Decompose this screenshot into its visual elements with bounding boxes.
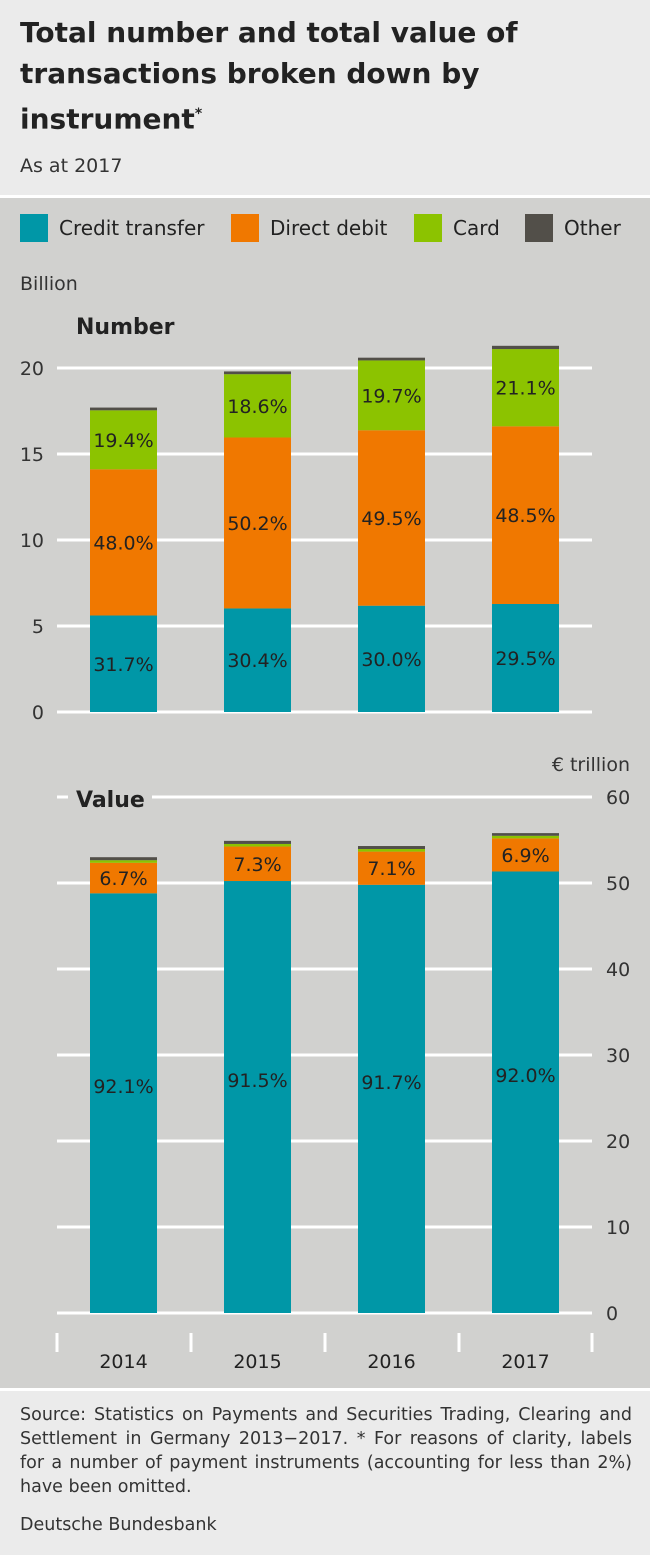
bar-card-2014 <box>90 410 157 470</box>
y-tick-label: 50 <box>606 873 630 895</box>
y-tick-label: 10 <box>606 1217 630 1239</box>
chart-title: Total number and total value of transact… <box>20 12 620 139</box>
legend-item-direct-debit: Direct debit <box>231 214 387 242</box>
data-label: 6.9% <box>501 845 549 867</box>
title-backdrop <box>68 785 152 811</box>
legend-label: Other <box>564 216 621 240</box>
data-label: 91.7% <box>361 1072 421 1094</box>
bar-card-2015 <box>224 374 291 438</box>
stacked-bar-charts: 0 5 10 15 20 Billion Number 31.7% 48.0% 19.4% 30.4… <box>20 273 630 1373</box>
bar-credit-transfer-2016 <box>358 605 425 712</box>
bar-credit-transfer-2017 <box>492 603 559 712</box>
y-tick-label: 60 <box>606 787 630 809</box>
bar-card-2016 <box>358 360 425 431</box>
title-footnote-mark: * <box>194 106 203 122</box>
y-tick-label: 5 <box>32 616 44 638</box>
bar-other-2015 <box>224 371 291 375</box>
bar-direct-debit-2017 <box>492 838 559 872</box>
legend-swatch <box>20 214 48 242</box>
bar-card-2014 <box>90 860 157 863</box>
title-text: Total number and total value of transact… <box>20 16 518 136</box>
bar-direct-debit-2014 <box>90 862 157 894</box>
data-label: 29.5% <box>495 648 555 670</box>
y-tick-label: 10 <box>20 530 44 552</box>
bar-direct-debit-2015 <box>224 437 291 609</box>
y-tick-label: 30 <box>606 1045 630 1067</box>
bar-card-2017 <box>492 835 559 839</box>
bar-direct-debit-2016 <box>358 851 425 885</box>
bar-card-2016 <box>358 849 425 852</box>
y-tick-label: 0 <box>32 702 44 724</box>
data-label: 18.6% <box>227 396 287 418</box>
legend-swatch <box>231 214 259 242</box>
bar-other-2016 <box>358 357 425 361</box>
data-label: 91.5% <box>227 1070 287 1092</box>
data-label: 92.1% <box>93 1076 153 1098</box>
x-tick-label: 2014 <box>99 1351 147 1373</box>
y-axis-unit: Billion <box>20 273 78 295</box>
chart-subtitle: As at 2017 <box>20 155 123 177</box>
bar-other-2014 <box>90 857 157 861</box>
legend-label: Card <box>453 216 500 240</box>
legend-item-card: Card <box>414 214 500 242</box>
legend-item-credit-transfer: Credit transfer <box>20 214 205 242</box>
bar-direct-debit-2014 <box>90 469 157 616</box>
bar-other-2015 <box>224 840 291 844</box>
legend-item-other: Other <box>525 214 621 242</box>
source-note: Source: Statistics on Payments and Secur… <box>20 1405 632 1497</box>
publisher: Deutsche Bundesbank <box>20 1515 217 1535</box>
data-label: 30.4% <box>227 650 287 672</box>
x-tick-label: 2017 <box>501 1351 549 1373</box>
data-label: 48.0% <box>93 532 153 554</box>
data-label: 92.0% <box>495 1065 555 1087</box>
x-tick-label: 2016 <box>367 1351 415 1373</box>
y-tick-label: 40 <box>606 959 630 981</box>
y-tick-label: 20 <box>606 1131 630 1153</box>
y-axis-unit: € trillion <box>552 754 630 776</box>
data-label: 21.1% <box>495 378 555 400</box>
bar-direct-debit-2015 <box>224 846 291 882</box>
y-tick-label: 15 <box>20 444 44 466</box>
bar-credit-transfer-2014 <box>90 893 157 1313</box>
bar-other-2014 <box>90 407 157 411</box>
legend-label: Direct debit <box>270 216 388 240</box>
legend-label: Credit transfer <box>59 216 205 240</box>
data-label: 19.7% <box>361 385 421 407</box>
panel-title: Number <box>76 315 175 340</box>
bar-card-2017 <box>492 349 559 427</box>
bar-other-2016 <box>358 846 425 850</box>
legend-swatch <box>414 214 442 242</box>
data-label: 19.4% <box>93 430 153 452</box>
bar-other-2017 <box>492 345 559 350</box>
y-tick-label: 20 <box>20 358 44 380</box>
data-label: 31.7% <box>93 654 153 676</box>
legend-swatch <box>525 214 553 242</box>
bar-credit-transfer-2015 <box>224 608 291 712</box>
bar-direct-debit-2017 <box>492 426 559 604</box>
data-label: 7.3% <box>233 854 281 876</box>
bar-credit-transfer-2016 <box>358 884 425 1313</box>
data-label: 30.0% <box>361 649 421 671</box>
bar-other-2017 <box>492 833 559 836</box>
y-tick-label: 0 <box>606 1303 618 1325</box>
panel-title: Value <box>76 788 145 813</box>
bar-credit-transfer-2017 <box>492 871 559 1313</box>
data-label: 50.2% <box>227 513 287 535</box>
data-label: 48.5% <box>495 505 555 527</box>
data-label: 6.7% <box>99 868 147 890</box>
data-label: 7.1% <box>367 858 415 880</box>
bar-direct-debit-2016 <box>358 430 425 606</box>
bar-credit-transfer-2015 <box>224 881 291 1313</box>
bar-card-2015 <box>224 843 291 847</box>
bar-credit-transfer-2014 <box>90 615 157 712</box>
x-tick-label: 2015 <box>233 1351 281 1373</box>
data-label: 49.5% <box>361 508 421 530</box>
